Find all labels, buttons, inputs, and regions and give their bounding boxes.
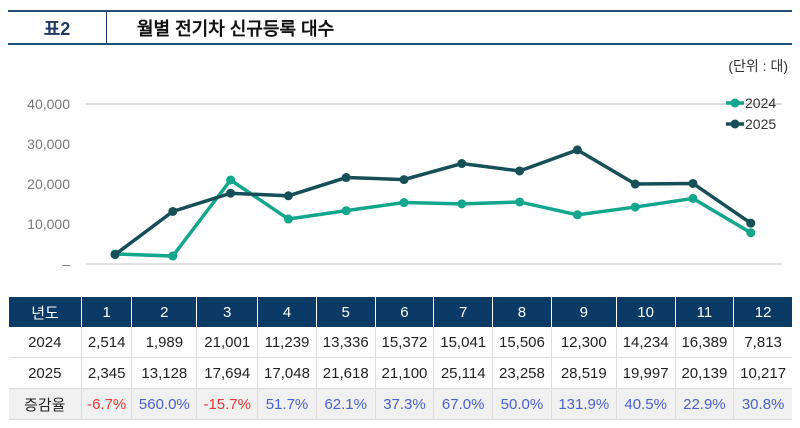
data-point-2025 — [515, 166, 525, 176]
table-cell: 67.0% — [433, 388, 493, 420]
table-cell: 62.1% — [315, 388, 376, 420]
table-number: 표2 — [8, 12, 107, 43]
table-cell: 22.9% — [674, 388, 734, 420]
table-cell: 21,001 — [196, 327, 258, 358]
month-header: 1 — [80, 297, 132, 327]
month-header: 3 — [196, 297, 258, 327]
table-cell: 10,217 — [733, 357, 792, 389]
table-cell: 15,041 — [433, 327, 493, 358]
month-header: 10 — [615, 297, 676, 327]
series-line-2024 — [114, 177, 752, 258]
data-point-2024 — [457, 199, 467, 209]
table-cell: 21,618 — [315, 357, 376, 389]
data-table: 년도 1 2 3 4 5 6 7 8 9 10 11 12 2024 2,514 1,989 21,001 11… — [8, 297, 792, 420]
table-cell: 7,813 — [733, 327, 792, 358]
table-cell: 51.7% — [257, 388, 317, 420]
data-point-2024 — [399, 198, 409, 208]
month-header: 9 — [550, 297, 617, 327]
month-header: 8 — [492, 297, 552, 327]
data-point-2025 — [110, 250, 120, 260]
data-point-2024 — [341, 206, 351, 216]
data-point-2024 — [283, 214, 293, 224]
month-header: 2 — [131, 297, 197, 327]
table-cell: 28,519 — [550, 357, 617, 389]
month-header: 4 — [257, 297, 317, 327]
table-cell: 23,258 — [492, 357, 552, 389]
table-cell: 15,506 — [492, 327, 552, 358]
line-chart: – 10,000 20,000 30,000 40,000 2024 2025 — [27, 95, 782, 272]
y-tick-label: 30,000 — [27, 136, 70, 152]
table-cell: 25,114 — [433, 357, 493, 389]
table-cell: -15.7% — [196, 388, 258, 420]
table-cell: 16,389 — [674, 327, 734, 358]
page-title: 월별 전기차 신규등록 대수 — [137, 18, 335, 39]
data-point-2024 — [746, 228, 756, 238]
data-point-2024 — [572, 210, 582, 220]
data-point-2025 — [630, 179, 640, 189]
month-header: 7 — [433, 297, 493, 327]
month-header: 12 — [733, 297, 792, 327]
table-cell: -6.7% — [80, 388, 132, 420]
data-point-2025 — [283, 191, 293, 201]
table-cell: 2,345 — [80, 357, 132, 389]
table-cell: 20,139 — [674, 357, 734, 389]
table-cell: 19,997 — [615, 357, 676, 389]
data-point-2024 — [630, 202, 640, 212]
row-label: 증감율 — [8, 388, 82, 420]
data-point-2024 — [515, 197, 525, 207]
data-point-2025 — [226, 188, 236, 198]
month-header: 6 — [374, 297, 434, 327]
table-cell: 12,300 — [550, 327, 617, 358]
table-header: 표2 월별 전기차 신규등록 대수 — [8, 10, 792, 45]
legend-label: 2024 — [745, 95, 776, 111]
table-cell: 17,694 — [196, 357, 258, 389]
year-header: 년도 — [8, 297, 82, 327]
legend-label: 2025 — [745, 116, 776, 132]
y-tick-label: – — [62, 256, 70, 272]
data-point-2024 — [168, 251, 178, 261]
table-cell: 30.8% — [733, 388, 792, 420]
data-point-2025 — [341, 173, 351, 183]
month-header: 11 — [674, 297, 734, 327]
table-cell: 21,100 — [374, 357, 434, 389]
table-cell: 50.0% — [492, 388, 552, 420]
month-header: 5 — [315, 297, 376, 327]
table-row: 2025 2,345 13,128 17,694 17,048 21,618 21,100 2… — [8, 357, 792, 389]
table-cell: 1,989 — [131, 327, 197, 358]
data-point-2025 — [746, 218, 756, 228]
data-point-2025 — [572, 145, 582, 155]
data-point-2025 — [457, 159, 467, 169]
table-row: 증감율 -6.7% 560.0% -15.7% 51.7% 62.1% 37.3% 67.0%… — [8, 388, 792, 420]
table-cell: 13,336 — [315, 327, 376, 358]
row-label: 2024 — [8, 327, 82, 358]
row-label: 2025 — [8, 357, 82, 389]
table-cell: 11,239 — [257, 327, 317, 358]
y-tick-label: 40,000 — [27, 96, 70, 112]
data-point-2025 — [688, 178, 698, 188]
table-cell: 17,048 — [257, 357, 317, 389]
table-row: 2024 2,514 1,989 21,001 11,239 13,336 15,372 15… — [8, 327, 792, 358]
table-cell: 560.0% — [131, 388, 197, 420]
table-cell: 40.5% — [615, 388, 676, 420]
data-point-2025 — [399, 175, 409, 185]
series-line-2025 — [113, 147, 752, 257]
data-point-2024 — [226, 175, 236, 185]
table-cell: 13,128 — [131, 357, 197, 389]
table-cell: 37.3% — [374, 388, 434, 420]
legend-marker-2025 — [730, 119, 740, 129]
legend-marker-2024 — [730, 98, 740, 108]
unit-label: (단위 : 대) — [728, 58, 788, 74]
y-tick-label: 10,000 — [27, 216, 70, 232]
table-cell: 14,234 — [615, 327, 676, 358]
data-point-2025 — [168, 206, 178, 216]
data-point-2024 — [688, 193, 698, 203]
table-cell: 2,514 — [80, 327, 132, 358]
y-tick-label: 20,000 — [27, 176, 70, 192]
table-cell: 15,372 — [374, 327, 434, 358]
table-cell: 131.9% — [550, 388, 617, 420]
